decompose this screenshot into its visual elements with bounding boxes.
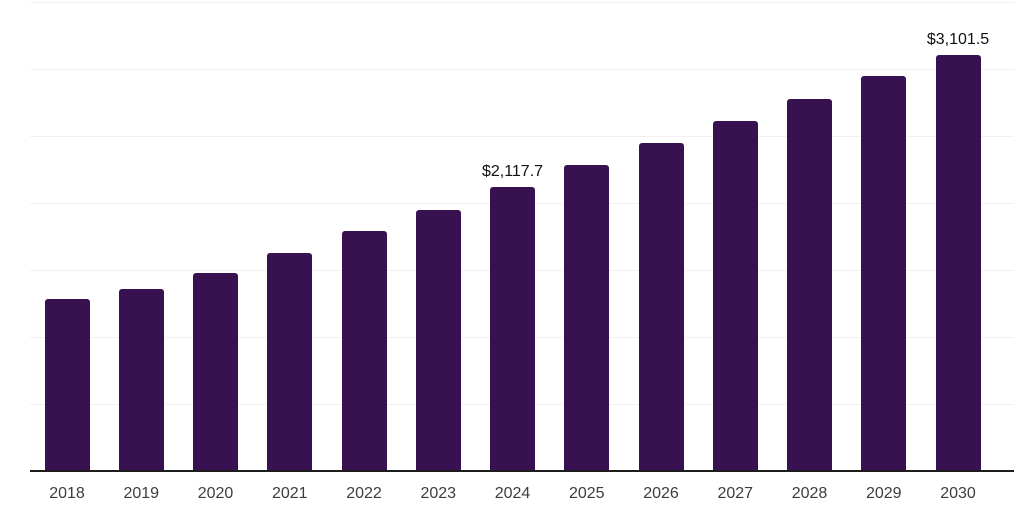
bar-2025 [564,165,610,471]
bar-2028 [787,98,832,471]
gridline-3500 [30,2,1014,3]
bar-2027 [712,121,758,471]
bar-2023 [415,210,461,471]
gridline-2500 [30,136,1014,137]
gridline-3000 [30,69,1014,70]
x-tick-label-2018: 2018 [49,485,85,502]
bar-2029 [861,76,907,471]
bar-2020 [193,272,238,471]
x-tick-label-2019: 2019 [123,485,160,502]
value-label-2024: $2,117.7 [481,163,544,181]
bar-2022 [341,231,387,471]
bar-2030 [935,55,981,471]
x-tick-label-2020: 2020 [197,485,234,502]
bar-2021 [267,253,313,471]
x-tick-label-2029: 2029 [865,485,902,502]
x-tick-label-2028: 2028 [791,485,828,502]
bar-2019 [118,288,164,471]
x-tick-label-2022: 2022 [346,485,382,502]
value-label-2030: $3,101.5 [926,31,990,49]
bar-2026 [638,142,684,471]
x-tick-label-2025: 2025 [568,485,605,502]
x-tick-label-2030: 2030 [940,485,976,502]
x-tick-label-2027: 2027 [717,485,754,502]
x-tick-label-2024: 2024 [494,485,531,502]
bar-2018 [44,298,90,471]
x-tick-label-2021: 2021 [271,485,308,502]
x-axis-line [30,470,1014,472]
bar-2024 [490,187,535,471]
x-tick-label-2023: 2023 [420,485,457,502]
x-tick-label-2026: 2026 [643,485,679,502]
